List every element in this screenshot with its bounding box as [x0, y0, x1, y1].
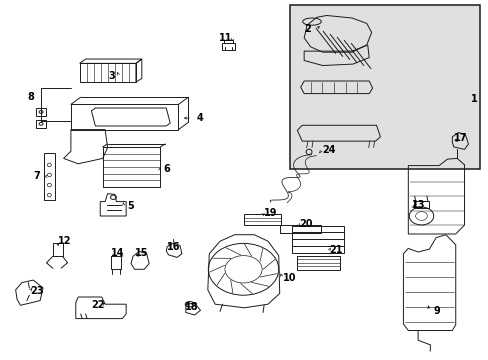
Text: 8: 8	[27, 92, 34, 102]
Bar	[44, 153, 55, 200]
Text: 18: 18	[185, 302, 199, 312]
Text: 7: 7	[34, 171, 41, 181]
Text: 16: 16	[166, 242, 180, 252]
Text: 14: 14	[110, 248, 124, 258]
Text: 4: 4	[196, 113, 203, 123]
Text: 20: 20	[298, 219, 312, 229]
Bar	[222, 43, 234, 50]
Text: 1: 1	[470, 94, 477, 104]
Bar	[36, 108, 46, 116]
Bar	[36, 120, 46, 128]
Text: 9: 9	[432, 306, 439, 316]
Bar	[53, 243, 62, 256]
Bar	[111, 256, 121, 269]
Text: 22: 22	[91, 300, 104, 310]
Text: 13: 13	[411, 200, 425, 210]
Text: 21: 21	[329, 245, 343, 255]
Text: 19: 19	[263, 208, 277, 218]
Bar	[102, 147, 160, 187]
Text: 12: 12	[58, 236, 72, 246]
Text: 2: 2	[304, 24, 311, 34]
Bar	[292, 226, 343, 253]
Bar	[289, 5, 479, 169]
Text: 11: 11	[219, 33, 232, 43]
Text: 5: 5	[127, 201, 134, 211]
Bar	[224, 40, 232, 43]
Text: 6: 6	[163, 164, 170, 174]
Text: 15: 15	[135, 248, 148, 258]
Bar	[297, 256, 340, 270]
Bar	[413, 201, 428, 208]
Bar	[279, 225, 321, 233]
Bar	[80, 63, 136, 82]
Text: 23: 23	[30, 286, 44, 296]
Text: 24: 24	[321, 145, 335, 156]
Bar	[244, 214, 281, 225]
Text: 10: 10	[282, 273, 296, 283]
Text: 17: 17	[453, 132, 467, 143]
Text: 3: 3	[108, 71, 115, 81]
